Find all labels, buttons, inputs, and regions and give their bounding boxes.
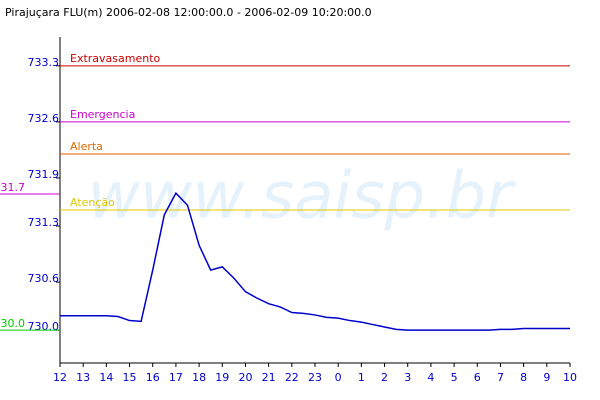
- marker-label: 730.0: [0, 317, 25, 330]
- threshold-label: Alerta: [70, 140, 103, 153]
- x-tick-label: 13: [76, 371, 90, 384]
- chart-title: Pirajuçara FLU(m) 2006-02-08 12:00:00.0 …: [5, 6, 372, 19]
- x-tick-label: 7: [497, 371, 504, 384]
- y-tick-label: 731.9: [28, 168, 60, 181]
- x-tick-label: 21: [262, 371, 276, 384]
- x-tick-label: 3: [404, 371, 411, 384]
- y-tick-label: 731.3: [28, 216, 60, 229]
- x-tick-label: 19: [215, 371, 229, 384]
- x-tick-label: 0: [335, 371, 342, 384]
- x-tick-label: 17: [169, 371, 183, 384]
- x-tick-label: 18: [192, 371, 206, 384]
- x-tick-label: 22: [285, 371, 299, 384]
- x-tick-label: 9: [543, 371, 550, 384]
- marker-label: 731.7: [0, 181, 25, 194]
- x-tick-label: 14: [99, 371, 113, 384]
- x-tick-label: 5: [451, 371, 458, 384]
- threshold-label: Extravasamento: [70, 52, 161, 65]
- y-tick-label: 730.6: [28, 272, 60, 285]
- x-tick-label: 23: [308, 371, 322, 384]
- x-tick-label: 20: [238, 371, 252, 384]
- y-tick-label: 733.3: [28, 56, 60, 69]
- x-tick-label: 1: [358, 371, 365, 384]
- x-tick-label: 15: [123, 371, 137, 384]
- x-tick-label: 16: [146, 371, 160, 384]
- data-line: [60, 191, 570, 331]
- y-tick-label: 732.6: [28, 112, 60, 125]
- watermark: www.saisp.br: [88, 160, 517, 234]
- y-tick-label: 730.0: [28, 320, 60, 333]
- threshold-label: Emergencia: [70, 108, 135, 121]
- x-tick-label: 8: [520, 371, 527, 384]
- threshold-label: Atenção: [70, 196, 115, 209]
- x-tick-label: 12: [53, 371, 67, 384]
- x-tick-label: 6: [474, 371, 481, 384]
- x-tick-label: 4: [427, 371, 434, 384]
- x-tick-label: 2: [381, 371, 388, 384]
- x-tick-label: 10: [563, 371, 577, 384]
